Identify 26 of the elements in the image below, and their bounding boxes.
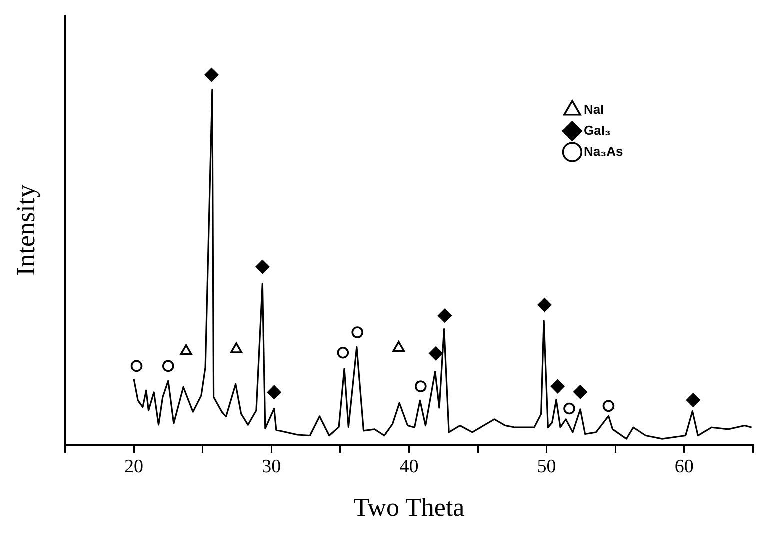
x-tick-label: 60 xyxy=(674,456,694,478)
point xyxy=(204,68,219,82)
point xyxy=(564,402,576,415)
x-tick-label: 40 xyxy=(400,456,419,478)
x-axis-title: Two Theta xyxy=(354,493,466,522)
point xyxy=(550,380,565,394)
legend-label: Na₃As xyxy=(584,144,624,159)
point xyxy=(337,346,350,359)
point xyxy=(267,386,282,400)
point xyxy=(162,360,174,372)
point xyxy=(602,400,615,412)
point xyxy=(256,260,270,274)
legend-label: GaI₃ xyxy=(584,122,611,138)
point xyxy=(414,380,427,392)
point xyxy=(352,326,364,338)
x-tick-label: 30 xyxy=(262,456,282,478)
point xyxy=(429,346,443,361)
x-tick-label: 20 xyxy=(124,456,144,478)
point xyxy=(538,298,552,312)
point xyxy=(438,308,452,323)
legend-label: NaI xyxy=(584,102,604,117)
x-tick-label: 50 xyxy=(537,456,556,478)
point xyxy=(574,385,588,399)
point xyxy=(686,393,700,408)
point xyxy=(130,360,143,372)
y-axis-title: Intensity xyxy=(11,184,40,276)
